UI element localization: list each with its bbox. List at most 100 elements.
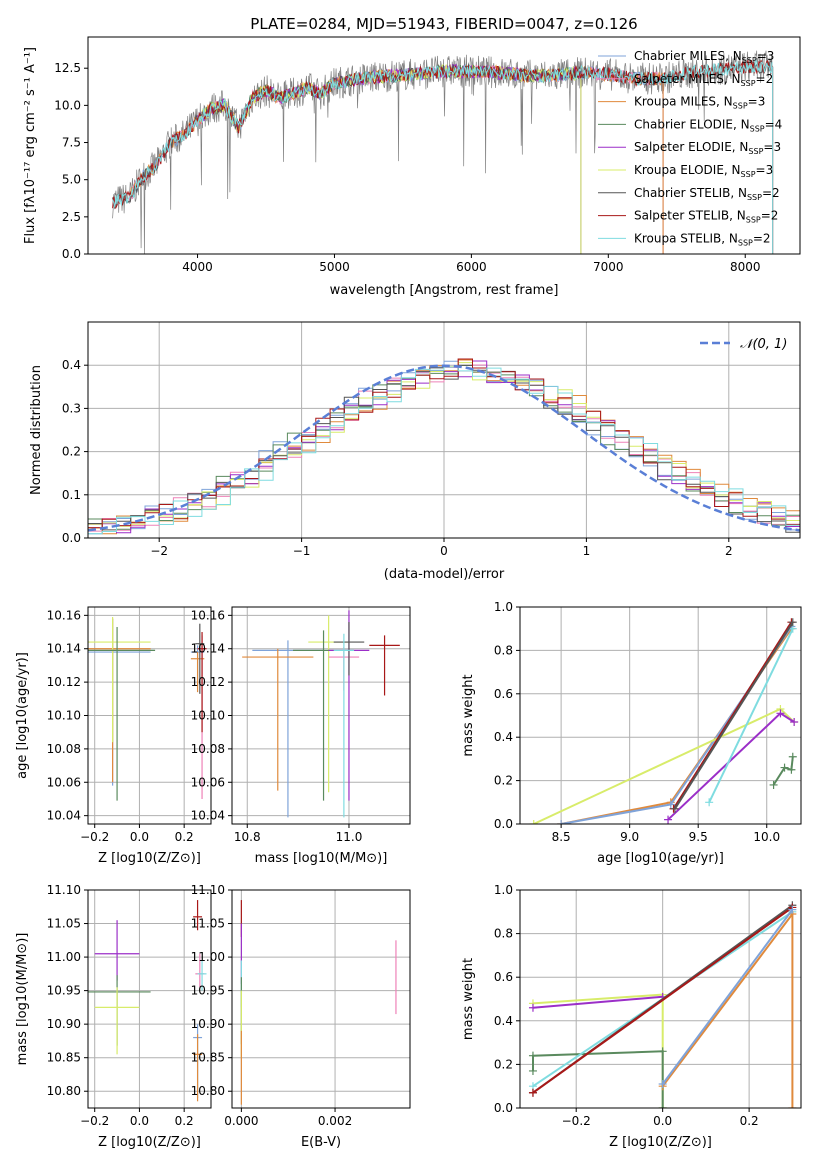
y-tick-label: 10.10 [191,709,225,723]
y-tick-label: 5.0 [62,173,81,187]
weight-marker [790,718,799,727]
y-tick-label: 0.1 [62,488,81,502]
y-tick-label: 10.80 [191,1084,225,1098]
y-tick-label: 0.4 [494,1014,513,1028]
x-tick-label: −2 [150,544,168,558]
weight-marker [776,709,785,718]
spectrum-lines [112,50,774,254]
y-tick-label: 10.12 [191,675,225,689]
x-tick-label: 11.0 [336,830,363,844]
y-tick-label: 0.6 [494,970,513,984]
x-tick-label: 0.002 [318,1114,352,1128]
weight-line [532,1050,664,1108]
y-tick-label: 10.85 [47,1051,81,1065]
mass_vs_z-points [88,900,207,1102]
y-tick-label: 0.3 [62,401,81,415]
x-tick-label: 7000 [593,260,624,274]
weight-line [532,995,663,1009]
y-axis-label: Normed distribution [29,365,44,495]
x-axis-label: Z [log10(Z/Z⊙)] [98,851,201,866]
x-axis-label: E(B-V) [301,1135,341,1150]
weight-marker [557,820,566,824]
y-tick-label: 10.06 [191,775,225,789]
mass_vs_z-axes: −0.2 0.0 0.2 10.80 10.85 10.90 10.95 11.00 11.05… [47,883,211,1128]
y-tick-label: 0.0 [494,817,513,831]
x-tick-label: −0.2 [80,830,109,844]
weight-line [532,906,793,1094]
x-axis-label: mass [log10(M/M⊙)] [255,851,388,866]
weight_vs_age-lines [529,618,799,824]
weight-marker [670,804,679,813]
spectrum-legend: Chabrier MILES, NSSP=3 Salpeter MILES, NS… [598,49,782,247]
weight-marker [528,1066,537,1075]
x-tick-label: 0.000 [224,1114,258,1128]
legend-entry: Chabrier MILES, NSSP=3 [634,49,774,65]
weight-marker [664,815,673,824]
x-tick-label: 0.2 [740,1114,759,1128]
weight-line [672,621,793,810]
x-tick-label: 9.5 [689,830,708,844]
weight_vs_z-lines [528,901,797,1108]
x-axis-label: Z [log10(Z/Z⊙)] [609,1135,712,1150]
weight-marker [787,765,796,774]
y-tick-label: 11.05 [191,917,225,931]
y-tick-label: 0.8 [494,643,513,657]
y-tick-label: 1.0 [494,600,513,614]
weight-line [661,909,794,1085]
weight-marker [528,1088,537,1097]
x-tick-label: 5000 [319,260,350,274]
axes-frame [87,36,801,255]
y-tick-label: 11.05 [47,917,81,931]
age_vs_mass-points [242,610,400,818]
weight-marker [788,618,797,627]
axes-frame [87,321,801,539]
y-tick-label: 10.04 [191,809,225,823]
x-tick-label: 0 [440,544,448,558]
x-tick-label: 0.2 [175,1114,194,1128]
y-axis-label: Flux [fλ10⁻¹⁷ erg cm⁻² s⁻¹ A⁻¹] [23,47,38,244]
weight-line [661,911,794,1108]
legend-entry: Kroupa ELODIE, NSSP=3 [634,163,773,179]
weight-marker [529,820,538,824]
weight-line [708,628,794,803]
age_vs_mass-axes: 10.8 11.0 10.04 10.06 10.08 10.10 10.12 10.14 10… [191,607,410,844]
y-axis-label: age [log10(age/yr)] [15,652,30,779]
y-tick-label: 10.08 [191,742,225,756]
y-tick-label: 2.5 [62,210,81,224]
normal-curve [88,364,800,532]
y-tick-label: 10.90 [47,1017,81,1031]
axes-frame [231,606,411,825]
axes-frame [231,889,411,1109]
x-axis-label: (data-model)/error [384,567,505,582]
y-tick-label: 10.06 [47,775,81,789]
y-tick-label: 10.95 [191,984,225,998]
x-tick-label: 0.0 [130,1114,149,1128]
y-tick-label: 10.85 [191,1051,225,1065]
weight-marker [528,1003,537,1012]
y-tick-label: 11.10 [191,883,225,897]
weight-marker [666,800,675,809]
y-axis-label: mass weight [461,674,476,756]
y-tick-label: 12.5 [54,61,81,75]
legend-entry: Chabrier STELIB, NSSP=2 [634,186,780,202]
y-tick-label: 10.80 [47,1084,81,1098]
mass_vs_ebv-points [240,900,397,1105]
x-axis-label: Z [log10(Z/Z⊙)] [98,1135,201,1150]
y-axis-label: mass [log10(M/M⊙)] [15,933,30,1066]
x-tick-label: 10.8 [234,830,261,844]
weight-marker [780,763,789,772]
histograms [88,358,800,535]
weight-marker [788,1104,797,1108]
x-tick-label: 10.0 [753,830,780,844]
legend-entry: Chabrier ELODIE, NSSP=4 [634,117,782,133]
y-tick-label: 0.2 [494,1057,513,1071]
weight-line [667,712,795,821]
y-tick-label: 10.95 [47,984,81,998]
y-tick-label: 0.2 [494,774,513,788]
x-tick-label: 8.5 [552,830,571,844]
weight-marker [788,905,797,914]
legend-entry: Salpeter STELIB, NSSP=2 [634,209,778,225]
y-tick-label: 10.10 [47,709,81,723]
y-tick-label: 10.14 [191,642,225,656]
